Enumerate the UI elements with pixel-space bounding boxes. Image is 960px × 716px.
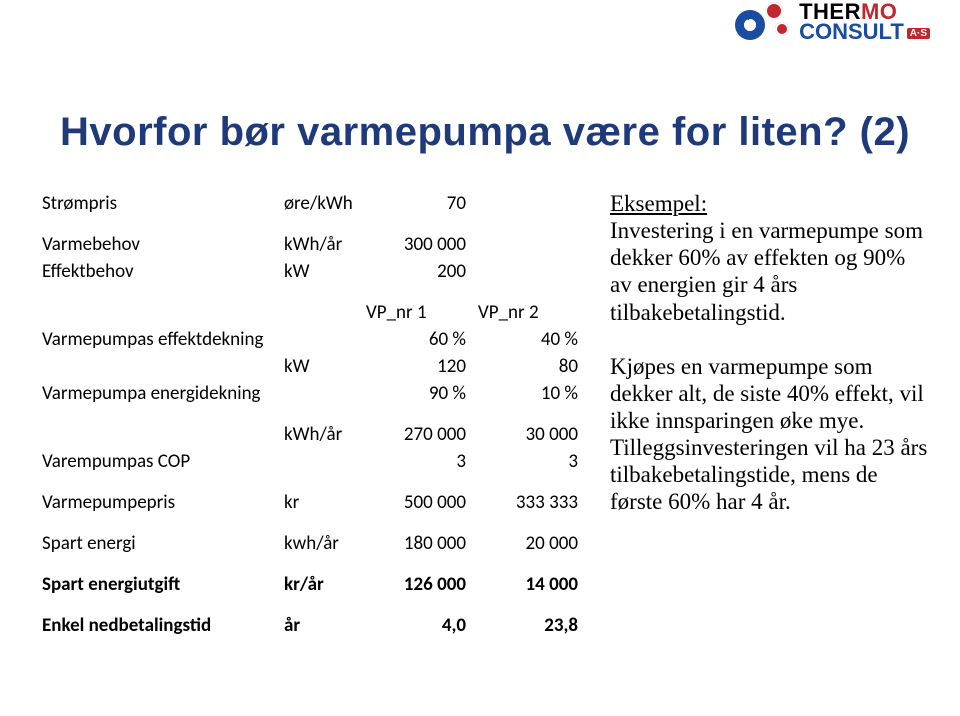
table-row	[36, 598, 584, 612]
table-cell	[36, 299, 278, 326]
table-row	[36, 516, 584, 530]
table-cell	[278, 380, 360, 407]
table-cell: 300 000	[360, 231, 472, 258]
table-row: Spart energikwh/år180 00020 000	[36, 530, 584, 557]
table-cell	[472, 258, 584, 285]
table-cell: 333 333	[472, 489, 584, 516]
example-text: Eksempel: Investering i en varmepumpe so…	[610, 190, 930, 516]
table-row: Varempumpas COP 33	[36, 448, 584, 475]
table-row: kWh/år270 00030 000	[36, 421, 584, 448]
table-cell: 70	[360, 190, 472, 217]
table-cell: kwh/år	[278, 530, 360, 557]
logo-gears-icon	[735, 0, 793, 44]
table-cell: Enkel nedbetalingstid	[36, 612, 278, 639]
table-cell: Effektbehov	[36, 258, 278, 285]
table-row: EffektbehovkW200	[36, 258, 584, 285]
table-cell: Varempumpas COP	[36, 448, 278, 475]
table-cell	[472, 190, 584, 217]
table-cell: kr	[278, 489, 360, 516]
table-cell: Varmebehov	[36, 231, 278, 258]
company-logo: THERMO CONSULT A·S	[735, 0, 930, 44]
slide-title: Hvorfor bør varmepumpa være for liten? (…	[60, 110, 910, 155]
logo-text: THERMO CONSULT A·S	[799, 2, 930, 42]
table-cell: år	[278, 612, 360, 639]
table-row: VarmebehovkWh/år300 000	[36, 231, 584, 258]
table-cell: kW	[278, 258, 360, 285]
table-cell: Spart energiutgift	[36, 571, 278, 598]
table-cell: 120	[360, 353, 472, 380]
table-cell: Varmepumpepris	[36, 489, 278, 516]
table-row: Varmepumpepriskr500 000333 333	[36, 489, 584, 516]
table-row	[36, 475, 584, 489]
table-cell: øre/kWh	[278, 190, 360, 217]
table-cell: 3	[472, 448, 584, 475]
table-row	[36, 285, 584, 299]
table-cell: Varmepumpas effektdekning	[36, 326, 278, 353]
table-cell: 126 000	[360, 571, 472, 598]
table-cell: 500 000	[360, 489, 472, 516]
table-cell: 80	[472, 353, 584, 380]
table-cell: 4,0	[360, 612, 472, 639]
table-cell: Spart energi	[36, 530, 278, 557]
table-cell: VP_nr 1	[360, 299, 472, 326]
table-cell: 40 %	[472, 326, 584, 353]
table-cell: 23,8	[472, 612, 584, 639]
table-cell: kWh/år	[278, 421, 360, 448]
table-cell: 30 000	[472, 421, 584, 448]
table-cell: 20 000	[472, 530, 584, 557]
table-cell: VP_nr 2	[472, 299, 584, 326]
table-cell	[472, 231, 584, 258]
table-cell	[36, 353, 278, 380]
table-cell: Varmepumpa energidekning	[36, 380, 278, 407]
table-cell	[278, 448, 360, 475]
table-cell: 90 %	[360, 380, 472, 407]
table-cell: kW	[278, 353, 360, 380]
table-row: Strømprisøre/kWh70	[36, 190, 584, 217]
table-row	[36, 217, 584, 231]
table-cell: 3	[360, 448, 472, 475]
example-para1: Investering i en varmepumpe som dekker 6…	[610, 218, 923, 324]
table-cell: Strømpris	[36, 190, 278, 217]
table-row: Spart energiutgiftkr/år126 00014 000	[36, 571, 584, 598]
example-heading: Eksempel:	[610, 191, 707, 216]
table-cell	[36, 421, 278, 448]
table-cell: kWh/år	[278, 231, 360, 258]
table-row: Varmepumpas effektdekning 60 %40 %	[36, 326, 584, 353]
table-row: Varmepumpa energidekning 90 %10 %	[36, 380, 584, 407]
table-row	[36, 557, 584, 571]
table-cell	[278, 326, 360, 353]
table-cell: 270 000	[360, 421, 472, 448]
table-cell	[278, 299, 360, 326]
calculation-table: Strømprisøre/kWh70VarmebehovkWh/år300 00…	[36, 190, 584, 639]
table-cell: 10 %	[472, 380, 584, 407]
table-cell: 60 %	[360, 326, 472, 353]
table-row: VP_nr 1VP_nr 2	[36, 299, 584, 326]
table-cell: 200	[360, 258, 472, 285]
example-para2: Kjøpes en varmepumpe som dekker alt, de …	[610, 354, 927, 515]
table-cell: 180 000	[360, 530, 472, 557]
table-row	[36, 407, 584, 421]
table-row: kW12080	[36, 353, 584, 380]
logo-as-badge: A·S	[907, 28, 930, 39]
table-row: Enkel nedbetalingstidår4,023,8	[36, 612, 584, 639]
table-cell: 14 000	[472, 571, 584, 598]
table-cell: kr/år	[278, 571, 360, 598]
logo-line2: CONSULT	[799, 22, 904, 42]
